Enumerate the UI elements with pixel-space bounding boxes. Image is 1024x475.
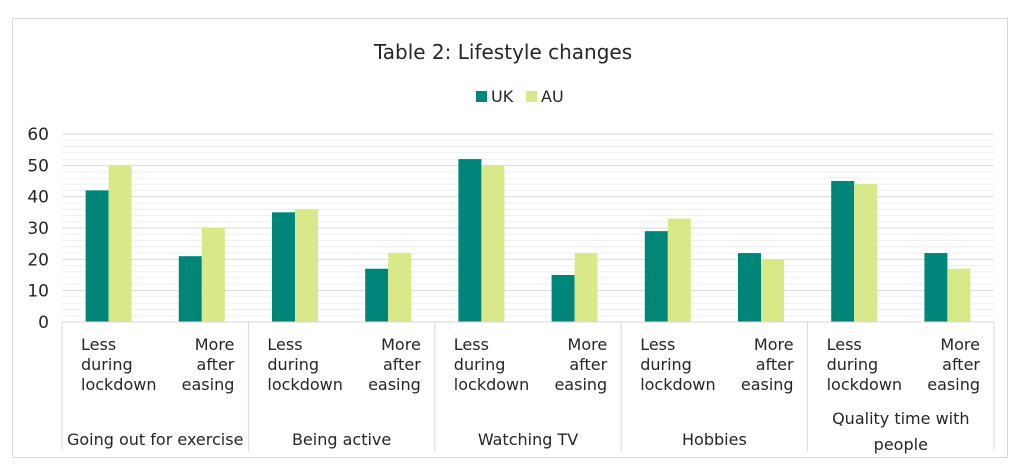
y-tick-label: 20 — [27, 250, 49, 270]
x-subcategory-label: Less during lockdown — [267, 335, 342, 394]
x-group-label: Going out for exercise — [67, 430, 243, 449]
y-tick-label: 50 — [27, 156, 49, 176]
x-subcategory-label: More after easing — [927, 335, 980, 394]
bar-au — [761, 259, 784, 322]
bar-au — [295, 209, 318, 322]
chart-title: Table 2: Lifestyle changes — [373, 40, 632, 64]
bar-uk — [178, 256, 202, 322]
bar-au — [481, 165, 505, 322]
bars — [85, 159, 971, 322]
x-group-label: Quality time with people — [832, 409, 969, 454]
bar-uk — [365, 268, 389, 322]
bar-uk — [738, 253, 761, 322]
y-tick-label: 10 — [27, 282, 49, 302]
x-group-label: Watching TV — [478, 430, 578, 449]
legend-swatch-au — [526, 91, 537, 102]
bar-uk — [644, 231, 668, 322]
bar-au — [854, 184, 878, 322]
chart-frame: Table 2: Lifestyle changes UK AU 0 10 20 30 4… — [12, 18, 1008, 458]
y-tick-label: 0 — [38, 313, 49, 333]
legend-swatch-uk — [476, 91, 487, 102]
y-tick-label: 40 — [27, 188, 49, 208]
x-subcategory-label: Less during lockdown — [454, 335, 529, 394]
y-axis-ticks: 0 10 20 30 40 50 60 — [27, 125, 49, 333]
bar-au — [667, 218, 691, 322]
bar-au — [388, 253, 412, 322]
x-subcategory-label: More after easing — [741, 335, 794, 394]
bar-uk — [272, 212, 295, 322]
x-subcategory-label: Less during lockdown — [827, 335, 902, 394]
legend-label-uk: UK — [491, 87, 514, 106]
bar-uk — [458, 159, 482, 322]
bar-au — [574, 253, 598, 322]
x-subcategory-label: More after easing — [182, 335, 235, 394]
bar-au — [108, 165, 132, 322]
x-group-label: Being active — [292, 430, 391, 449]
x-subcategory-label: More after easing — [368, 335, 421, 394]
x-group-label: Hobbies — [682, 430, 747, 449]
legend: UK AU — [476, 87, 564, 106]
bar-au — [201, 228, 225, 322]
x-subcategory-label: Less during lockdown — [81, 335, 156, 394]
x-subcategory-label: More after easing — [554, 335, 607, 394]
x-axis: Less during lockdown More after easing Going o… — [61, 321, 995, 454]
legend-label-au: AU — [541, 87, 564, 106]
y-tick-label: 30 — [27, 219, 49, 239]
bar-uk — [551, 275, 575, 322]
x-subcategory-label: Less during lockdown — [640, 335, 715, 394]
bar-uk — [85, 190, 109, 322]
y-tick-label: 60 — [27, 125, 49, 145]
bar-uk — [831, 181, 855, 322]
bar-uk — [924, 253, 948, 322]
bar-au — [947, 268, 971, 322]
bar-chart: Table 2: Lifestyle changes UK AU 0 10 20 30 4… — [27, 40, 995, 454]
